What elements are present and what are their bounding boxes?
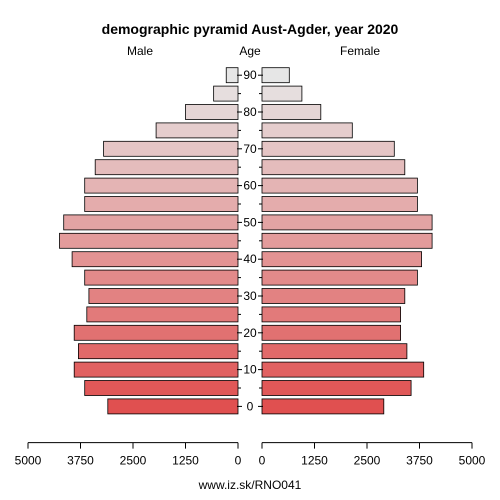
x-tick-label-female: 0 [259, 454, 266, 468]
age-tick-label: 0 [247, 399, 254, 413]
male-bar-25-29 [86, 306, 239, 323]
female-bar-65-69 [261, 159, 406, 176]
chart-title: demographic pyramid Aust-Agder, year 202… [102, 21, 399, 37]
x-tick-label-female: 5000 [459, 454, 486, 468]
female-bar-55-59 [261, 196, 418, 212]
age-tick-label: 40 [243, 252, 257, 266]
male-bar-55-59 [84, 196, 239, 212]
male-bar-35-39 [84, 269, 239, 286]
x-tick-label-female: 2500 [354, 454, 381, 468]
male-bar-10-14 [73, 361, 239, 378]
female-bar-35-39 [261, 269, 418, 286]
female-bar-20-24 [261, 324, 402, 341]
female-bar-50-54 [261, 214, 433, 231]
male-bar-90+ [225, 67, 239, 84]
female-bar-10-14 [261, 361, 425, 378]
age-tick-label: 10 [243, 363, 257, 377]
female-bar-30-34 [261, 288, 406, 304]
age-tick-label: 80 [243, 105, 257, 119]
male-bar-75-79 [155, 122, 239, 139]
female-bar-5-9 [261, 380, 412, 396]
x-tick-label-female: 3750 [406, 454, 433, 468]
age-tick-label: 30 [243, 289, 257, 303]
male-bar-0-4 [107, 398, 239, 415]
male-bar-45-49 [59, 232, 239, 249]
age-label: Age [239, 44, 261, 58]
age-tick-label: 50 [243, 215, 257, 229]
age-tick-label: 20 [243, 326, 257, 340]
male-bar-30-34 [88, 288, 239, 304]
female-bar-15-19 [261, 343, 408, 360]
axes-group: 0 10 20 30 40 50 60 70 80 90 5000 0 3750 1250 2500 2500… [15, 68, 486, 467]
female-label: Female [340, 44, 380, 58]
female-bar-90+ [261, 67, 290, 84]
x-tick-label-male: 5000 [15, 454, 42, 468]
male-bar-60-64 [84, 177, 239, 194]
x-tick-label-male: 1250 [172, 454, 199, 468]
age-tick-label: 90 [243, 68, 257, 82]
female-bar-80-84 [261, 104, 322, 120]
age-tick-label: 60 [243, 179, 257, 193]
female-bar-75-79 [261, 122, 353, 139]
footer-source: www.iz.sk/RNO041 [198, 478, 302, 492]
female-bar-85-89 [261, 85, 303, 102]
male-bar-40-44 [71, 251, 239, 268]
male-bar-80-84 [185, 104, 239, 120]
x-tick-label-male: 0 [235, 454, 242, 468]
female-bar-45-49 [261, 232, 433, 249]
male-bar-20-24 [73, 324, 239, 341]
male-bar-15-19 [78, 343, 239, 360]
female-bar-70-74 [261, 140, 395, 157]
male-bar-50-54 [63, 214, 239, 231]
female-bar-40-44 [261, 251, 423, 268]
female-bar-60-64 [261, 177, 418, 194]
x-tick-label-female: 1250 [301, 454, 328, 468]
male-bar-65-69 [94, 159, 239, 176]
female-bar-0-4 [261, 398, 385, 415]
x-tick-label-male: 2500 [120, 454, 147, 468]
male-label: Male [127, 44, 153, 58]
male-bar-70-74 [103, 140, 239, 157]
female-bar-25-29 [261, 306, 402, 323]
male-bar-85-89 [213, 85, 239, 102]
age-tick-label: 70 [243, 142, 257, 156]
x-tick-label-male: 3750 [67, 454, 94, 468]
male-bar-5-9 [84, 380, 239, 396]
